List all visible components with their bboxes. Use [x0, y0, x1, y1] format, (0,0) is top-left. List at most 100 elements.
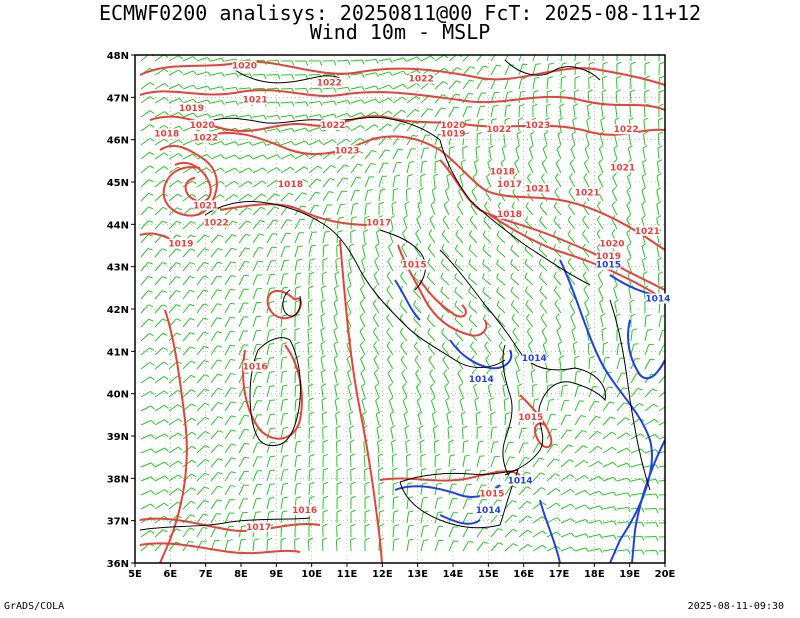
wind-barb — [474, 159, 479, 174]
wind-barb — [336, 99, 351, 105]
wind-barb — [210, 275, 223, 286]
wind-barb — [350, 229, 356, 244]
wind-barb — [224, 429, 237, 440]
wind-barb — [532, 76, 540, 90]
wind-barb — [588, 356, 595, 370]
wind-barb — [543, 131, 549, 146]
lat-tick-label: 45N — [107, 178, 129, 189]
wind-barb — [454, 244, 464, 258]
isobar-label-low: 1014 — [522, 354, 547, 364]
wind-barb — [308, 178, 322, 188]
wind-barb — [266, 128, 281, 133]
wind-barb — [140, 151, 155, 160]
wind-barb — [588, 534, 603, 539]
wind-barb — [308, 244, 316, 258]
wind-barb — [140, 448, 155, 454]
isobar-label-high: 1022 — [486, 125, 511, 135]
wind-barb — [252, 400, 263, 412]
wind-barb — [630, 402, 644, 412]
wind-barb — [596, 215, 604, 230]
wind-barb — [308, 258, 315, 272]
isobar-label-bg — [246, 522, 271, 533]
wind-barb — [588, 519, 603, 525]
wind-barb — [168, 207, 182, 216]
wind-barb — [518, 515, 532, 524]
wind-barb — [308, 231, 318, 244]
wind-barb — [644, 536, 659, 542]
wind-barb — [616, 492, 631, 498]
isobar-label-bg — [243, 361, 268, 372]
wind-barb — [490, 78, 501, 90]
wind-barb — [373, 355, 380, 370]
wind-barb — [360, 383, 366, 398]
wind-barb — [333, 341, 339, 356]
wind-barb — [657, 257, 663, 272]
wind-barb — [210, 72, 225, 78]
wind-barb — [307, 313, 313, 328]
wind-barb — [476, 65, 489, 76]
wind-barb — [373, 341, 380, 356]
wind-barb — [427, 258, 436, 272]
wind-barb — [238, 456, 250, 468]
wind-barb — [459, 397, 465, 412]
wind-barb — [252, 371, 262, 384]
wind-barb — [401, 383, 408, 398]
wind-barb — [224, 358, 236, 370]
wind-barb — [364, 163, 376, 174]
wind-barb — [266, 469, 276, 482]
wind-barb — [140, 290, 154, 300]
wind-barb — [372, 327, 380, 342]
wind-barb — [224, 443, 237, 454]
wind-barb — [336, 112, 351, 118]
wind-barb — [406, 69, 421, 76]
software-credit: GrADS/COLA — [4, 601, 65, 612]
wind-barb — [545, 369, 551, 384]
wind-barb — [224, 275, 236, 286]
wind-barb — [524, 258, 534, 272]
wind-barb — [252, 220, 265, 230]
wind-barb — [210, 331, 222, 342]
wind-barb — [612, 173, 618, 188]
wind-barb — [154, 68, 169, 76]
wind-barb — [140, 318, 154, 328]
wind-barb — [402, 397, 408, 412]
wind-barb — [443, 369, 450, 384]
wind-barb — [442, 355, 450, 370]
wind-barb — [472, 383, 478, 398]
wind-barb — [406, 148, 417, 160]
wind-barb — [471, 187, 478, 202]
wind-barb — [210, 471, 223, 482]
isobar-label-bg — [497, 208, 522, 219]
wind-barb — [455, 230, 464, 244]
wind-barb — [182, 56, 197, 62]
wind-barb — [448, 468, 457, 482]
wind-barb — [583, 159, 590, 174]
wind-barb — [546, 414, 556, 426]
wind-barb — [616, 402, 630, 412]
lon-tick-label: 14E — [443, 569, 464, 580]
wind-barb — [377, 453, 383, 468]
wind-barb — [553, 201, 562, 216]
wind-barb — [377, 439, 383, 454]
wind-barb — [196, 513, 209, 524]
wind-barb — [154, 529, 168, 538]
wind-barb — [616, 506, 631, 512]
wind-barb — [532, 530, 547, 538]
wind-barb — [280, 469, 289, 482]
isobar-label-bg — [610, 162, 635, 173]
wind-barb — [154, 489, 169, 496]
wind-barb — [574, 489, 589, 496]
wind-barb — [644, 388, 658, 398]
wind-barb — [601, 89, 607, 104]
wind-barb — [387, 257, 394, 272]
wind-barb — [336, 467, 342, 482]
wind-barb — [405, 453, 412, 468]
isobar-label-high: 1016 — [292, 506, 317, 516]
wind-barb — [504, 514, 518, 524]
wind-barb — [573, 89, 580, 104]
wind-barb — [517, 383, 523, 398]
wind-barb — [504, 441, 514, 454]
wind-barb — [598, 159, 604, 174]
wind-barb — [616, 372, 627, 384]
wind-barb — [154, 82, 169, 90]
